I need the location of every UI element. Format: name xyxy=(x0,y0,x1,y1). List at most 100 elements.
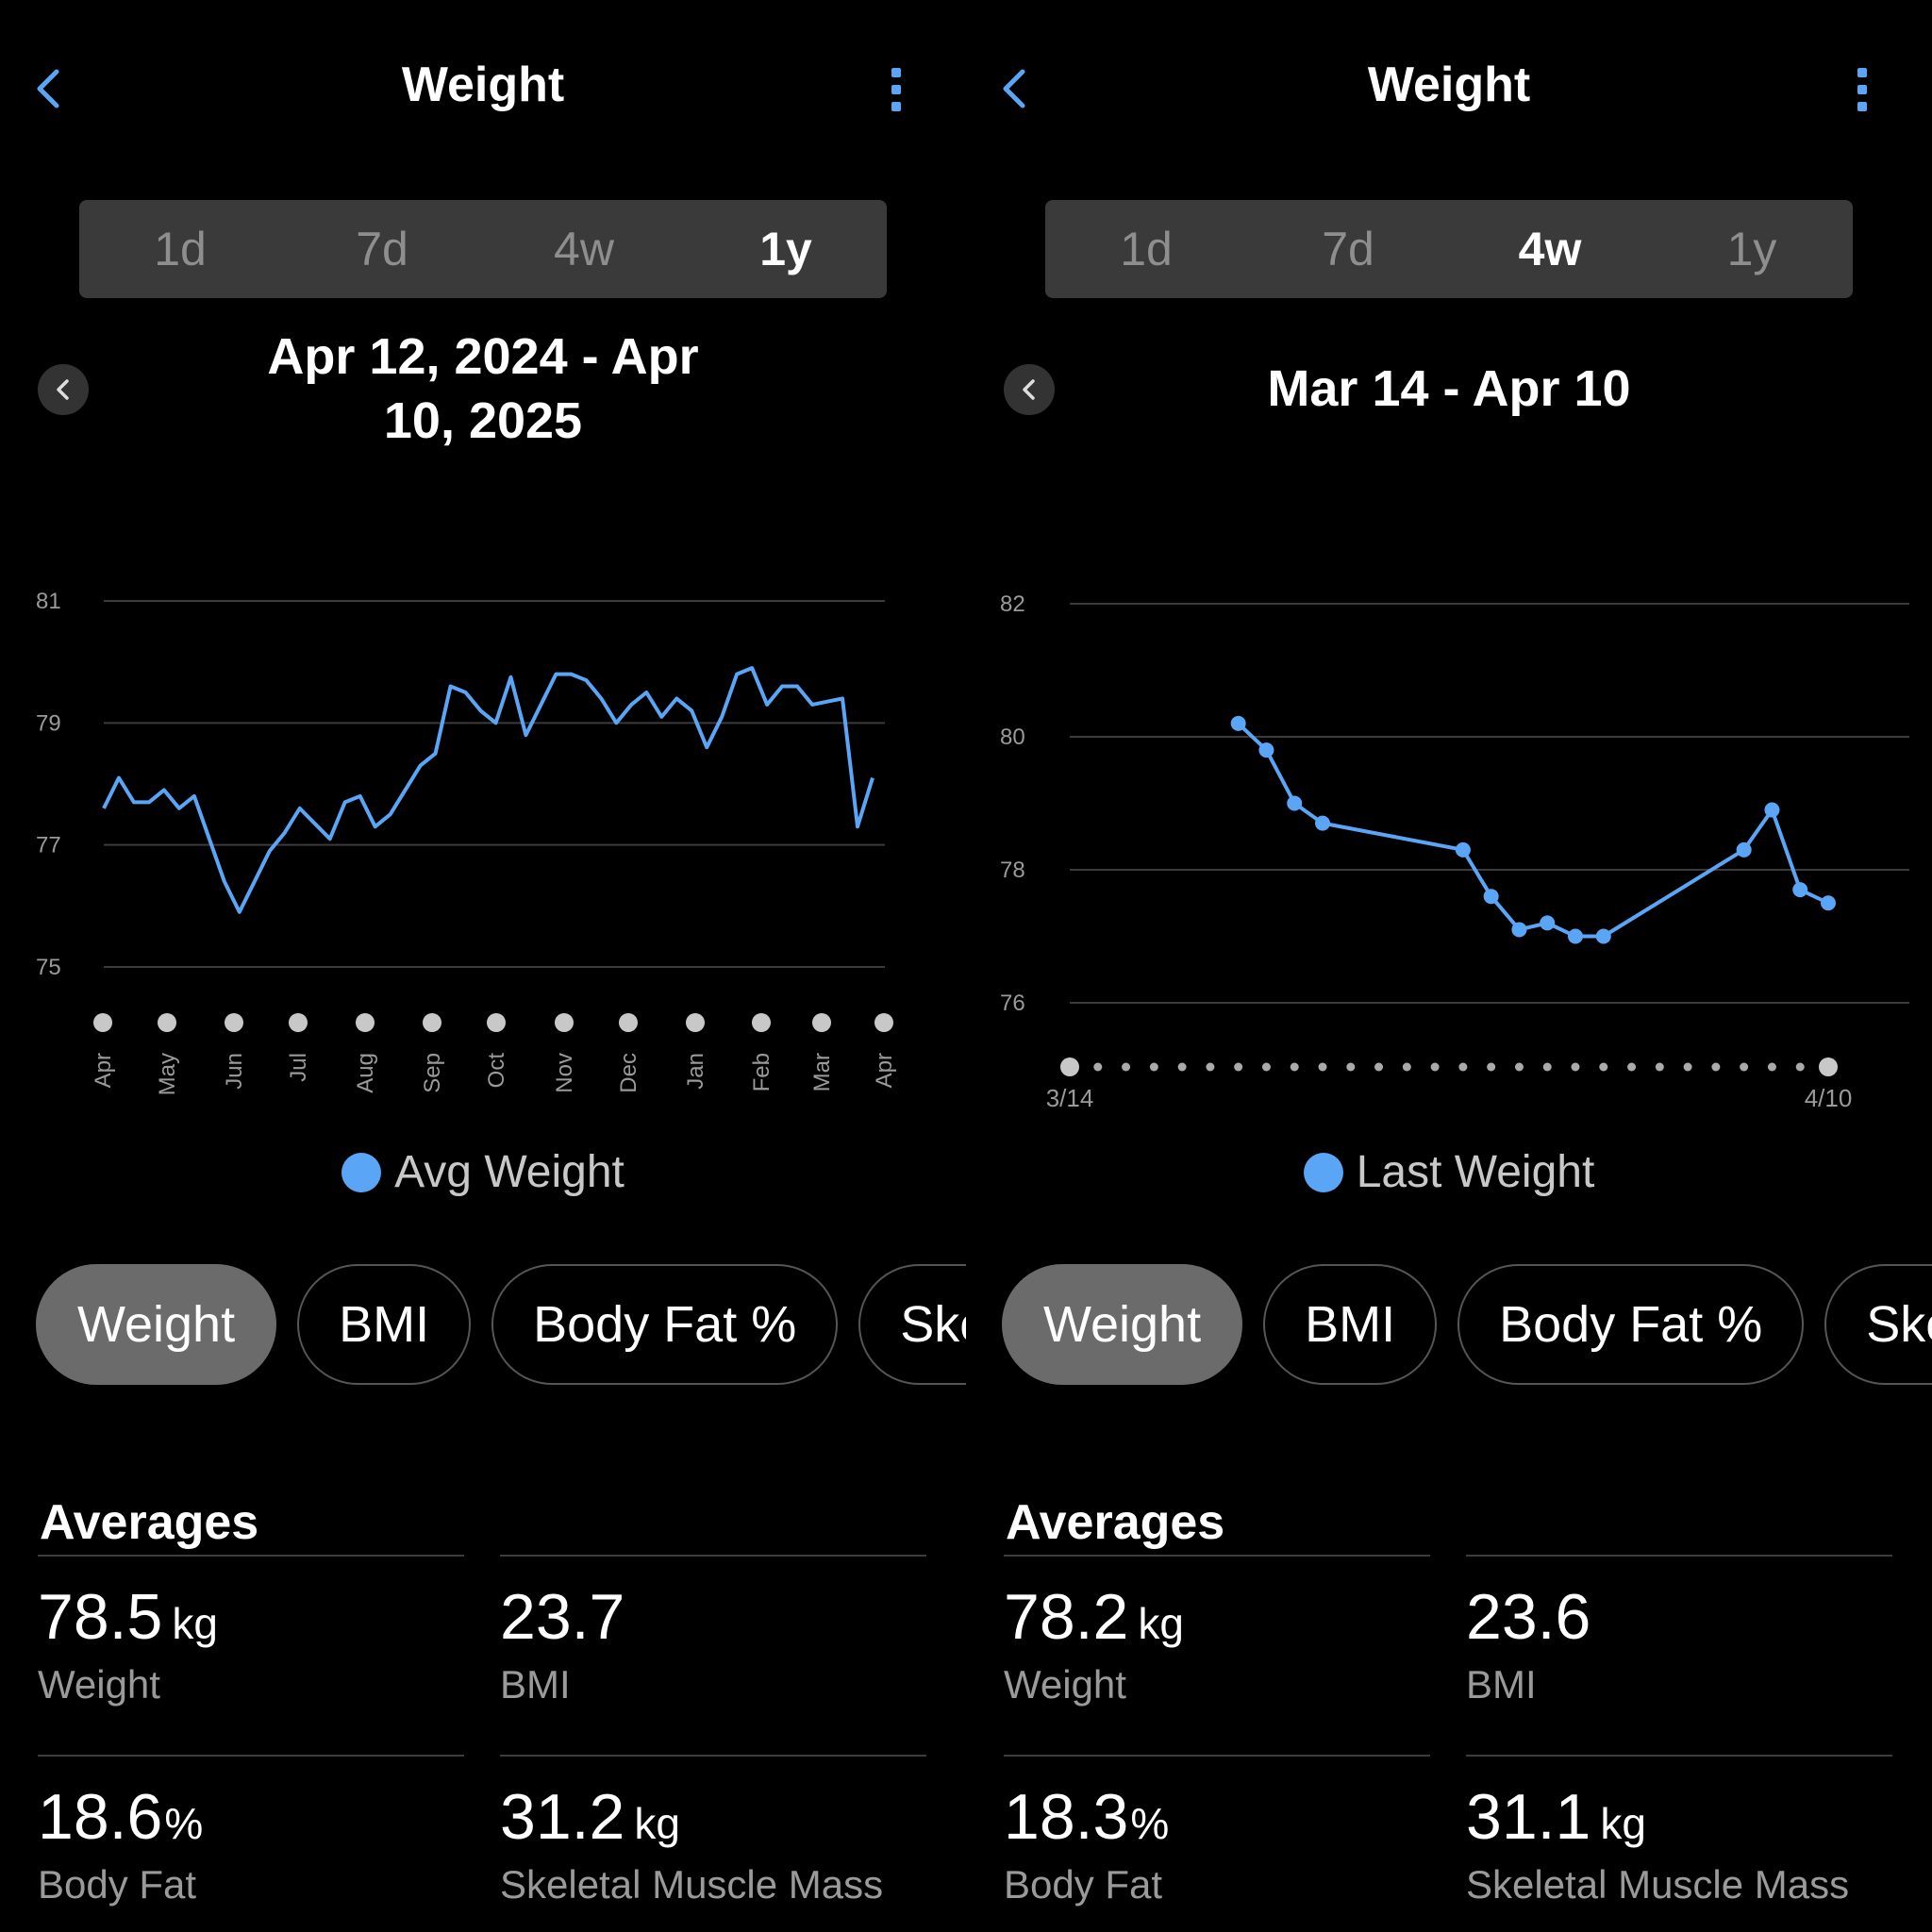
segment-7d[interactable]: 7d xyxy=(356,223,408,275)
metric-chips: Weight BMI Body Fat % Skeletal Muscle Ma… xyxy=(36,1264,966,1385)
averages-title: Averages xyxy=(40,1495,259,1550)
chevron-left-icon xyxy=(1003,69,1025,108)
divider xyxy=(38,1555,464,1557)
y-tick-label: 81 xyxy=(36,589,61,614)
y-tick-label: 80 xyxy=(1000,724,1025,750)
x-tick-dot xyxy=(1177,1062,1187,1072)
stat-value: 31.2 xyxy=(500,1781,625,1853)
x-tick-dot xyxy=(1767,1062,1776,1072)
x-tick-dot xyxy=(752,1013,771,1032)
more-options-button[interactable] xyxy=(877,64,915,117)
segment-1d[interactable]: 1d xyxy=(154,223,207,275)
stat-value: 31.1 xyxy=(1466,1781,1591,1853)
x-tick-dot xyxy=(1346,1062,1356,1072)
segment-1y[interactable]: 1y xyxy=(759,223,812,275)
stat-value: 18.3 xyxy=(1004,1781,1129,1853)
x-tick-dot xyxy=(1711,1062,1721,1072)
legend-marker xyxy=(341,1152,382,1192)
stat-label: Skeletal Muscle Mass xyxy=(1466,1862,1850,1907)
x-tick-dot xyxy=(225,1013,243,1032)
data-point xyxy=(1315,815,1330,831)
stat-bmi: 23.7 BMI xyxy=(500,1583,625,1707)
stat-value: 78.2 xyxy=(1004,1581,1129,1653)
x-tick-dot xyxy=(1318,1062,1327,1072)
more-options-button[interactable] xyxy=(1843,64,1881,117)
divider xyxy=(1466,1755,1892,1757)
series-line-avg-weight xyxy=(102,666,874,914)
chip-weight[interactable]: Weight xyxy=(36,1264,277,1385)
data-point xyxy=(1455,841,1471,858)
averages-title: Averages xyxy=(1006,1495,1225,1550)
stat-body-fat: 18.3% Body Fat xyxy=(1004,1783,1169,1907)
x-tick-dot xyxy=(686,1013,705,1032)
chevron-left-icon xyxy=(57,379,69,400)
chip-weight[interactable]: Weight xyxy=(1002,1264,1243,1385)
stat-value: 18.6 xyxy=(38,1781,163,1853)
x-tick-dot xyxy=(1795,1062,1805,1072)
chip-skeletal-muscle[interactable]: Skeletal Muscle Mass xyxy=(858,1264,966,1385)
x-tick-dot xyxy=(1514,1062,1524,1072)
chevron-left-icon xyxy=(1023,379,1035,400)
x-tick-dot xyxy=(423,1013,441,1032)
x-tick-label: Feb xyxy=(749,1053,774,1091)
previous-period-button[interactable] xyxy=(38,364,89,415)
back-button[interactable] xyxy=(994,62,1036,115)
x-tick-dot xyxy=(1206,1062,1215,1072)
x-tick-dot xyxy=(1487,1062,1496,1072)
stat-unit: % xyxy=(164,1799,204,1848)
x-tick-label: Apr xyxy=(91,1053,116,1088)
back-button[interactable] xyxy=(28,62,70,115)
chip-body-fat[interactable]: Body Fat % xyxy=(1457,1264,1805,1385)
y-tick-label: 78 xyxy=(1000,858,1025,883)
chip-body-fat[interactable]: Body Fat % xyxy=(491,1264,839,1385)
weight-screen-year: Weight 1d 7d 4w 1y Apr 12, 2024 - Apr 10… xyxy=(28,58,966,1907)
stat-unit: kg xyxy=(1138,1599,1184,1648)
legend-marker xyxy=(1303,1152,1343,1192)
stat-skeletal-muscle: 31.2 kg Skeletal Muscle Mass xyxy=(500,1783,883,1907)
x-tick-label: Aug xyxy=(353,1053,378,1093)
date-range-label: Mar 14 - Apr 10 xyxy=(1136,357,1762,421)
stat-label: Body Fat xyxy=(1004,1862,1163,1907)
weight-chart: 81 79 77 75 Apr May Jun Jul Aug Sep Oct Nov Dec Jan Fe… xyxy=(36,589,897,1095)
stat-weight: 78.2 kg Weight xyxy=(1004,1583,1184,1707)
chip-skeletal-muscle[interactable]: Skeletal Muscle Mass xyxy=(1824,1264,1932,1385)
x-tick-dot xyxy=(1430,1062,1440,1072)
segment-4w[interactable]: 4w xyxy=(1518,223,1582,275)
x-tick-dot xyxy=(555,1013,574,1032)
x-tick-label: Sep xyxy=(420,1053,445,1093)
time-range-selector: 1d 7d 4w 1y xyxy=(1045,200,1853,298)
data-point xyxy=(1511,922,1527,938)
data-point xyxy=(1287,795,1303,811)
x-tick-dot xyxy=(1060,1058,1079,1076)
data-point xyxy=(1483,889,1499,905)
x-tick-dot xyxy=(289,1013,308,1032)
x-tick-label: Mar xyxy=(809,1053,835,1091)
date-range-line1: Apr 12, 2024 - Apr xyxy=(267,328,699,385)
x-tick-dot xyxy=(1261,1062,1271,1072)
stat-weight: 78.5 kg Weight xyxy=(38,1583,218,1707)
y-tick-label: 76 xyxy=(1000,991,1025,1016)
stat-skeletal-muscle: 31.1 kg Skeletal Muscle Mass xyxy=(1466,1783,1849,1907)
date-range-line1: Mar 14 - Apr 10 xyxy=(1267,360,1631,417)
segment-1y[interactable]: 1y xyxy=(1726,223,1777,275)
legend-label: Last Weight xyxy=(1356,1147,1595,1197)
chart-legend: Last Weight xyxy=(966,1146,1932,1198)
weight-chart: 82 80 78 76 3/14 4/10 xyxy=(1000,591,1909,1112)
segment-4w[interactable]: 4w xyxy=(554,223,614,275)
chip-bmi[interactable]: BMI xyxy=(297,1264,472,1385)
divider xyxy=(500,1555,926,1557)
page-title: Weight xyxy=(1367,58,1531,112)
date-range-label: Apr 12, 2024 - Apr 10, 2025 xyxy=(170,325,796,453)
series-line-last-weight xyxy=(1237,722,1829,939)
segment-7d[interactable]: 7d xyxy=(1322,223,1374,275)
x-tick-dot xyxy=(1683,1062,1692,1072)
chip-bmi[interactable]: BMI xyxy=(1263,1264,1438,1385)
divider xyxy=(38,1755,464,1757)
chevron-left-icon xyxy=(37,69,59,108)
x-tick-dot xyxy=(1542,1062,1552,1072)
x-tick-dot xyxy=(1627,1062,1637,1072)
previous-period-button[interactable] xyxy=(1004,364,1055,415)
x-tick-dot xyxy=(1122,1062,1131,1072)
segment-1d[interactable]: 1d xyxy=(1120,223,1173,275)
x-tick-dot xyxy=(812,1013,831,1032)
